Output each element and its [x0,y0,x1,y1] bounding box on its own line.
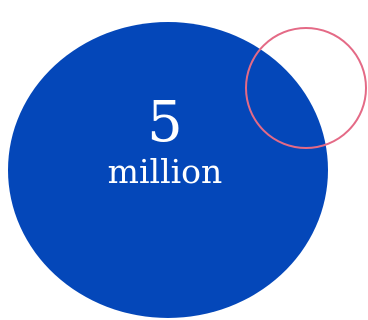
stat-label: 5 million [75,94,255,192]
accent-ring [245,27,367,149]
stat-number: 5 [147,90,183,155]
stat-unit: million [107,152,223,191]
